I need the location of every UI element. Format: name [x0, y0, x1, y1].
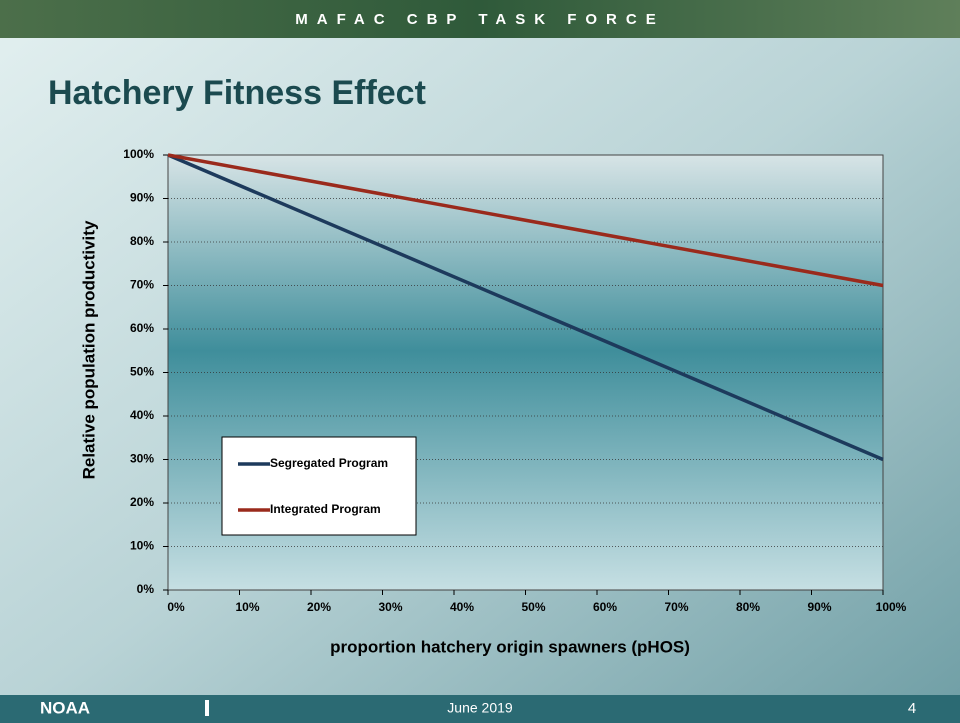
x-tick-label: 100% — [876, 600, 907, 614]
y-axis-label: Relative population productivity — [79, 220, 98, 479]
legend-label: Integrated Program — [270, 502, 381, 516]
x-tick-label: 60% — [593, 600, 617, 614]
y-tick-label: 30% — [130, 452, 154, 466]
y-tick-label: 0% — [137, 582, 155, 596]
y-tick-label: 50% — [130, 365, 154, 379]
legend-box — [222, 437, 416, 535]
x-tick-label: 30% — [378, 600, 402, 614]
y-tick-label: 10% — [130, 539, 154, 553]
legend-label: Segregated Program — [270, 456, 388, 470]
x-tick-label: 0% — [167, 600, 185, 614]
y-tick-label: 60% — [130, 321, 154, 335]
x-tick-label: 10% — [235, 600, 259, 614]
y-tick-label: 100% — [123, 147, 154, 161]
x-tick-label: 40% — [450, 600, 474, 614]
y-tick-label: 90% — [130, 191, 154, 205]
y-tick-label: 20% — [130, 495, 154, 509]
footer-divider — [205, 700, 209, 716]
x-axis-label: proportion hatchery origin spawners (pHO… — [330, 637, 690, 656]
y-tick-label: 80% — [130, 234, 154, 248]
x-tick-label: 90% — [807, 600, 831, 614]
page-number: 4 — [908, 700, 916, 717]
banner: MAFAC CBP TASK FORCE — [295, 11, 664, 28]
footer-logo: NOAA — [40, 698, 90, 717]
x-tick-label: 70% — [664, 600, 688, 614]
x-tick-label: 80% — [736, 600, 760, 614]
x-tick-label: 20% — [307, 600, 331, 614]
footer-date: June 2019 — [447, 700, 513, 716]
y-tick-label: 70% — [130, 278, 154, 292]
x-tick-label: 50% — [521, 600, 545, 614]
slide-title: Hatchery Fitness Effect — [48, 74, 426, 112]
y-tick-label: 40% — [130, 408, 154, 422]
slide: MAFAC CBP TASK FORCE Hatchery Fitness Ef… — [0, 0, 960, 723]
